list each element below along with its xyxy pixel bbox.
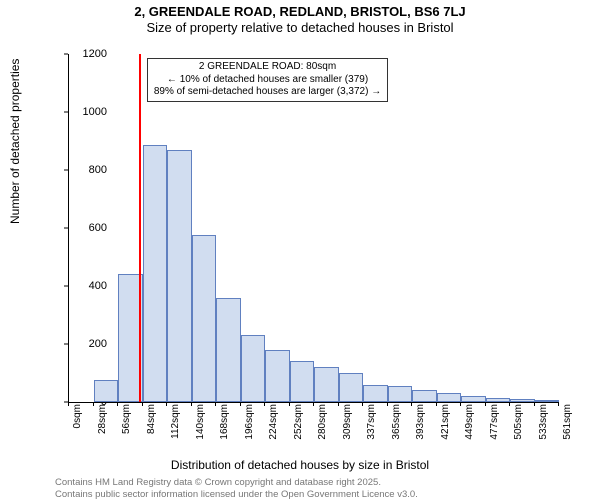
chart-title-main: 2, GREENDALE ROAD, REDLAND, BRISTOL, BS6… <box>0 4 600 19</box>
histogram-bar <box>143 145 168 402</box>
histogram-bar <box>94 380 119 402</box>
x-tick-label: 505sqm <box>513 404 524 440</box>
histogram-bar <box>388 386 413 402</box>
histogram-bar <box>339 373 364 402</box>
x-tick-label: 280sqm <box>317 404 328 440</box>
histogram-bar <box>192 235 217 402</box>
histogram-bar <box>535 400 560 402</box>
histogram-bar <box>167 150 192 402</box>
histogram-bar <box>290 361 315 402</box>
annotation-line3: 89% of semi-detached houses are larger (… <box>154 86 381 99</box>
x-tick-label: 112sqm <box>170 404 181 439</box>
x-tick-label: 0sqm <box>72 404 83 428</box>
x-tick-label: 449sqm <box>464 404 475 440</box>
x-tick-label: 56sqm <box>121 404 132 434</box>
y-axis-label: Number of detached properties <box>8 59 22 224</box>
annotation-line1: 2 GREENDALE ROAD: 80sqm <box>154 61 381 74</box>
property-marker-line <box>139 54 141 402</box>
x-tick-label: 477sqm <box>489 404 500 440</box>
x-tick-label: 561sqm <box>562 404 573 440</box>
footer-line1: Contains HM Land Registry data © Crown c… <box>55 477 418 489</box>
x-tick-label: 196sqm <box>244 404 255 440</box>
histogram-bar <box>363 385 388 402</box>
annotation-box: 2 GREENDALE ROAD: 80sqm ← 10% of detache… <box>147 58 388 102</box>
histogram-bar <box>216 298 241 402</box>
x-tick-label: 84sqm <box>146 404 157 434</box>
x-tick-label: 140sqm <box>195 404 206 440</box>
x-tick-label: 309sqm <box>342 404 353 440</box>
histogram-bar <box>412 390 437 402</box>
histogram-bar <box>461 396 486 402</box>
x-tick-label: 533sqm <box>538 404 549 440</box>
x-axis-label: Distribution of detached houses by size … <box>0 458 600 472</box>
histogram-bar <box>486 398 511 402</box>
x-tick-label: 28sqm <box>97 404 108 434</box>
x-tick-label: 224sqm <box>268 404 279 440</box>
histogram-bar <box>437 393 462 402</box>
chart-plot-area: 2 GREENDALE ROAD: 80sqm ← 10% of detache… <box>68 54 559 403</box>
histogram-bar <box>314 367 339 402</box>
x-tick-label: 393sqm <box>415 404 426 440</box>
x-tick-label: 365sqm <box>391 404 402 440</box>
x-tick-label: 337sqm <box>366 404 377 440</box>
attribution-footer: Contains HM Land Registry data © Crown c… <box>55 477 418 501</box>
x-tick-label: 168sqm <box>219 404 230 440</box>
histogram-bar <box>241 335 266 402</box>
x-tick-label: 252sqm <box>293 404 304 440</box>
chart-title-sub: Size of property relative to detached ho… <box>0 20 600 35</box>
histogram-bar <box>510 399 535 402</box>
histogram-bar <box>265 350 290 402</box>
footer-line2: Contains public sector information licen… <box>55 489 418 501</box>
annotation-line2: ← 10% of detached houses are smaller (37… <box>154 74 381 87</box>
x-tick-label: 421sqm <box>440 404 451 440</box>
